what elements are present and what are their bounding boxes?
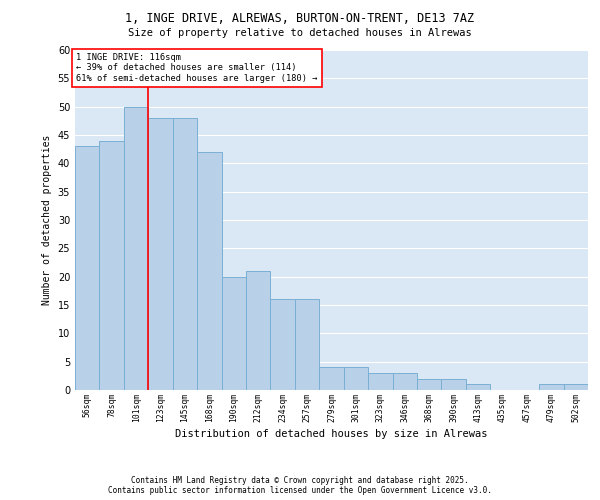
Bar [75, 146, 100, 390]
X-axis label: Distribution of detached houses by size in Alrewas: Distribution of detached houses by size … [175, 429, 488, 439]
Text: 1, INGE DRIVE, ALREWAS, BURTON-ON-TRENT, DE13 7AZ: 1, INGE DRIVE, ALREWAS, BURTON-ON-TRENT,… [125, 12, 475, 26]
Text: Contains HM Land Registry data © Crown copyright and database right 2025.
Contai: Contains HM Land Registry data © Crown c… [108, 476, 492, 495]
Bar [148, 118, 173, 390]
Bar [295, 300, 319, 390]
Bar [271, 300, 295, 390]
Bar [466, 384, 490, 390]
Bar [319, 368, 344, 390]
Bar [368, 373, 392, 390]
Bar [197, 152, 221, 390]
Y-axis label: Number of detached properties: Number of detached properties [42, 135, 52, 305]
Bar [344, 368, 368, 390]
Text: 1 INGE DRIVE: 116sqm
← 39% of detached houses are smaller (114)
61% of semi-deta: 1 INGE DRIVE: 116sqm ← 39% of detached h… [76, 53, 318, 82]
Bar [442, 378, 466, 390]
Bar [392, 373, 417, 390]
Text: Size of property relative to detached houses in Alrewas: Size of property relative to detached ho… [128, 28, 472, 38]
Bar [539, 384, 563, 390]
Bar [173, 118, 197, 390]
Bar [246, 271, 271, 390]
Bar [124, 106, 148, 390]
Bar [100, 140, 124, 390]
Bar [417, 378, 442, 390]
Bar [221, 276, 246, 390]
Bar [563, 384, 588, 390]
